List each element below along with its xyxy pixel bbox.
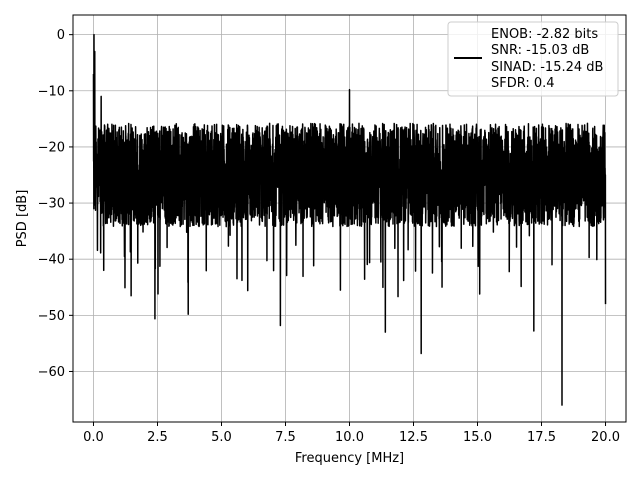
y-tick-label: −50	[38, 309, 65, 324]
legend-line-sfdr: SFDR: 0.4	[491, 76, 555, 91]
legend-line-sinad: SINAD: -15.24 dB	[491, 60, 603, 75]
series-layer	[92, 33, 607, 406]
y-tick-label: 0	[57, 28, 65, 43]
y-axis-label: PSD [dB]	[15, 190, 30, 248]
x-tick-label: 10.0	[335, 430, 364, 445]
y-tick-label: −20	[38, 140, 65, 155]
legend-box	[447, 21, 619, 97]
x-tick-label: 2.5	[147, 430, 168, 445]
x-tick-label: 5.0	[211, 430, 232, 445]
y-tick-label: −40	[38, 253, 65, 268]
y-tick-label: −60	[38, 365, 65, 380]
x-tick-label: 15.0	[463, 430, 492, 445]
legend: ENOB: -2.82 bits SNR: -15.03 dB SINAD: -…	[447, 21, 619, 97]
x-tick-label: 7.5	[275, 430, 296, 445]
y-tick-label: −10	[38, 84, 65, 99]
x-tick-label: 12.5	[399, 430, 428, 445]
y-axis-ticks: 0 −10 −20 −30 −40 −50 −60	[38, 28, 73, 380]
x-axis-ticks: 0.0 2.5 5.0 7.5 10.0 12.5 15.0 17.5 20.0	[83, 422, 620, 445]
x-tick-label: 0.0	[83, 430, 104, 445]
x-tick-label: 17.5	[527, 430, 556, 445]
y-tick-label: −30	[38, 197, 65, 212]
x-tick-label: 20.0	[591, 430, 620, 445]
legend-line-enob: ENOB: -2.82 bits	[491, 27, 598, 42]
x-axis-label: Frequency [MHz]	[295, 451, 404, 466]
legend-line-snr: SNR: -15.03 dB	[491, 43, 589, 58]
psd-series-line	[92, 33, 607, 406]
